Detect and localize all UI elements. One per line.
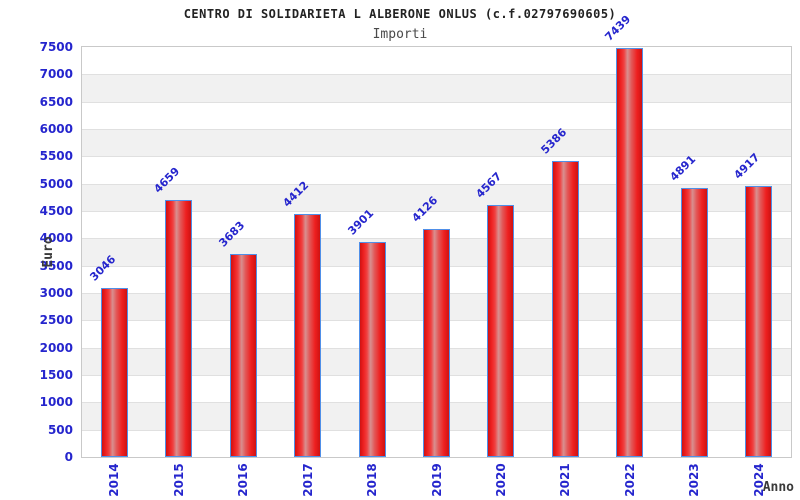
gridline	[82, 211, 791, 212]
chart-subtitle: Importi	[372, 27, 428, 42]
y-tick-label: 6500	[39, 95, 73, 109]
gridline	[82, 129, 791, 130]
bar-2017	[294, 214, 321, 457]
bar-2014	[101, 288, 128, 457]
bar-2022	[616, 48, 643, 457]
x-axis-title: Anno	[762, 480, 794, 495]
y-tick-label: 4000	[39, 231, 73, 245]
bar-2018	[359, 242, 386, 457]
plot-band	[82, 101, 791, 129]
bar-2023	[681, 188, 708, 457]
plot-band	[82, 74, 791, 102]
bar-2024	[745, 186, 772, 457]
plot-band	[82, 183, 791, 211]
y-tick-label: 0	[64, 450, 73, 464]
bar-2016	[230, 254, 257, 457]
x-tick-label: 2022	[623, 463, 637, 497]
y-tick-label: 5500	[39, 149, 73, 163]
bar-2019	[423, 229, 450, 457]
plot-band	[82, 129, 791, 157]
x-tick-label: 2021	[558, 463, 572, 497]
gridline	[82, 102, 791, 103]
gridline	[82, 74, 791, 75]
y-tick-label: 7000	[39, 67, 73, 81]
x-tick-label: 2015	[172, 463, 186, 497]
plot-band	[82, 156, 791, 184]
y-axis-title: Euro	[41, 236, 56, 268]
bar-2021	[552, 161, 579, 457]
y-tick-label: 2000	[39, 341, 73, 355]
y-tick-label: 3000	[39, 286, 73, 300]
bar-2015	[165, 200, 192, 457]
gridline	[82, 184, 791, 185]
x-tick-label: 2014	[107, 463, 121, 497]
y-tick-label: 1500	[39, 368, 73, 382]
x-tick-label: 2023	[687, 463, 701, 497]
y-tick-label: 3500	[39, 259, 73, 273]
bar-2020	[487, 205, 514, 457]
y-tick-label: 500	[47, 423, 73, 437]
y-tick-label: 1000	[39, 395, 73, 409]
x-tick-label: 2018	[365, 463, 379, 497]
plot-band	[82, 47, 791, 75]
x-tick-label: 2017	[301, 463, 315, 497]
y-tick-label: 4500	[39, 204, 73, 218]
x-tick-label: 2019	[430, 463, 444, 497]
chart-title: CENTRO DI SOLIDARIETA L ALBERONE ONLUS (…	[183, 7, 617, 21]
y-tick-label: 7500	[39, 40, 73, 54]
x-tick-label: 2016	[236, 463, 250, 497]
y-tick-label: 5000	[39, 177, 73, 191]
y-tick-label: 6000	[39, 122, 73, 136]
y-tick-label: 2500	[39, 313, 73, 327]
x-tick-label: 2020	[494, 463, 508, 497]
gridline	[82, 156, 791, 157]
plot-area: 3046 4659 3683 4412 3901 4126 4567 5386 7439 4891…	[81, 13, 792, 458]
